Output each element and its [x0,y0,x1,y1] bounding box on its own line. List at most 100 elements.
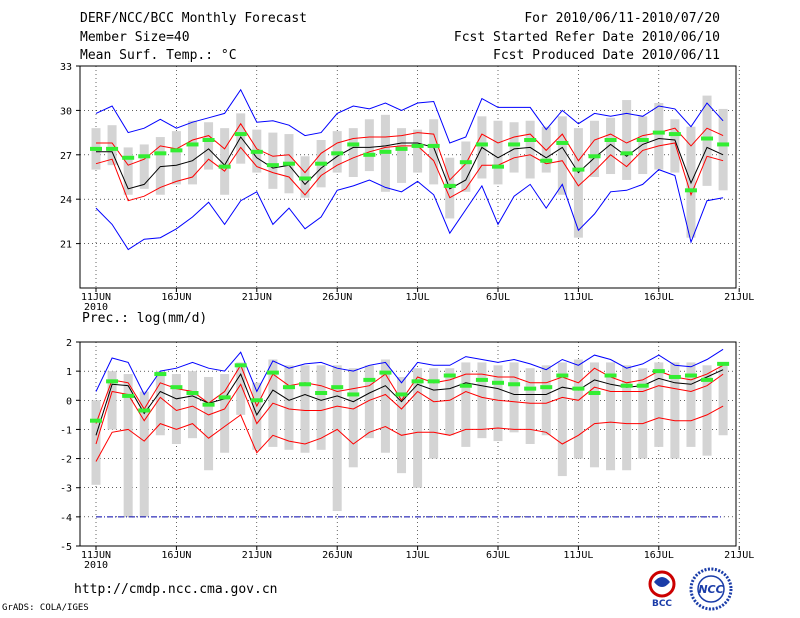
prec-observed-marker [492,380,504,385]
ncc-logo-inner [697,575,725,603]
prec-spread-box [348,368,358,468]
prec-spread-box [284,365,294,450]
temp-xtick-label: 26JUN [322,292,352,303]
prec-observed-marker [250,398,263,403]
temp-spread-box [525,120,535,179]
temp-spread-box [541,126,551,173]
prec-series-lower [95,373,724,445]
temp-spread-box [397,128,407,183]
temp-observed-marker [250,149,263,154]
temp-spread-box [123,147,133,195]
temp-observed-marker [572,167,585,172]
prec-spread-box [413,368,423,488]
prec-year-label: 2010 [84,560,108,571]
temp-observed-marker [540,158,553,163]
prec-observed-marker [106,379,119,384]
prec-observed-marker [636,383,649,388]
temp-spread-box [204,122,214,170]
prec-xtick-label: 11JUN [81,550,111,561]
temp-observed-marker [411,143,424,148]
prec-observed-marker [90,418,102,423]
prec-spread-box [557,362,567,477]
prec-spread-box [573,359,583,459]
prec-spread-box [187,371,197,439]
temp-xtick-label: 16JUL [644,292,674,303]
prec-series-min [95,405,724,462]
prec-spread-box [525,368,535,444]
prec-observed-marker [540,385,553,390]
prec-ytick-label: -2 [60,455,72,466]
source-url[interactable]: http://cmdp.ncc.cma.gov.cn [74,582,278,597]
temp-observed-marker [475,142,488,147]
temp-spread-box [573,128,583,238]
prec-observed-marker [282,385,295,390]
temp-xtick-label: 11JUL [563,292,593,303]
temp-spread-box [589,120,599,177]
prec-spread-box [107,371,117,430]
prec-observed-marker [620,383,633,388]
prec-observed-marker [508,382,521,387]
temp-observed-marker [266,163,279,168]
prec-observed-marker [154,372,167,377]
temp-observed-marker [379,149,392,154]
temp-observed-marker [331,151,344,156]
prec-spread-box [429,368,439,459]
prec-observed-marker [572,386,585,391]
temp-observed-marker [492,164,504,169]
prec-observed-marker [604,373,617,378]
prec-spread-box [236,362,246,415]
temp-observed-marker [684,188,697,193]
bcc-logo-mark [654,577,670,587]
forecast-period: For 2010/06/11-2010/07/20 [524,11,720,26]
temp-spread-box [638,116,648,175]
prec-observed-marker [411,379,424,384]
temp-series-mean [96,136,724,190]
grads-credit: GrADS: COLA/IGES [2,603,89,613]
temp-observed-marker [315,161,328,166]
temp-observed-marker [395,146,408,151]
ncc-logo-text: NCC [698,583,723,596]
prec-spread-box [364,365,374,439]
temp-xtick-label: 11JUN [81,292,111,303]
temp-spread-box [654,103,664,170]
prec-series-upper [95,364,724,424]
prec-spread-box [670,362,680,459]
temp-spread-box [718,108,728,191]
prec-observed-marker [717,361,730,366]
prec-observed-marker [347,392,360,397]
prec-spread-box [445,368,455,436]
prec-xtick-label: 16JUN [161,550,191,561]
prec-spread-box [638,368,648,459]
temp-observed-marker [299,176,312,181]
temp-spread-box [702,95,712,186]
temp-ytick-label: 33 [60,62,72,73]
temp-observed-marker [202,138,215,142]
prec-observed-marker [395,392,408,397]
prec-observed-marker [299,382,312,387]
temp-observed-marker [282,161,295,166]
temp-observed-marker [347,142,360,147]
prec-xtick-label: 16JUL [644,550,674,561]
temp-observed-marker [90,146,102,151]
prec-spread-box [380,359,390,453]
prec-observed-marker [459,383,472,388]
prec-observed-marker [202,402,215,407]
prec-spread-box [300,365,310,453]
temp-xtick-label: 16JUN [161,292,191,303]
variable-label: Mean Surf. Temp.: °C [80,48,237,63]
prec-observed-marker [266,370,279,375]
prec-spread-box [509,362,519,433]
temp-xtick-label: 6JUL [486,292,510,303]
prec-spread-box [139,391,149,517]
bcc-logo-ring [648,570,676,598]
prec-spread-box [702,365,712,456]
prec-observed-marker [475,377,488,382]
temp-observed-marker [701,136,714,141]
temp-spread-box [236,113,246,164]
prec-ytick-label: 2 [66,338,72,349]
prec-ytick-label: -3 [60,484,72,495]
temp-xtick-label: 21JUL [724,292,754,303]
temp-observed-marker [122,155,135,160]
